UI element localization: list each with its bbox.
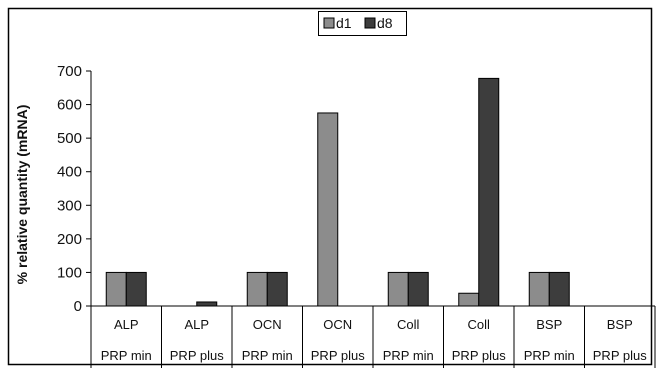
category-label-condition: PRP plus <box>311 348 365 363</box>
bar-d1 <box>528 271 550 307</box>
chart-frame <box>7 7 653 366</box>
bar-d8 <box>266 271 288 307</box>
y-tick-label: 500 <box>57 130 82 147</box>
category-label-condition: PRP min <box>383 348 434 363</box>
legend-label-d1: d1 <box>336 15 352 31</box>
category-label-gene: Coll <box>397 317 420 332</box>
bar-d1 <box>246 271 268 307</box>
category-label-condition: PRP min <box>524 348 575 363</box>
category-label-gene: BSP <box>607 317 633 332</box>
category-label-gene: BSP <box>536 317 562 332</box>
y-tick-label: 200 <box>57 231 82 248</box>
legend-swatch-d1 <box>323 17 335 29</box>
bar-d1 <box>458 292 480 307</box>
bar-d1 <box>317 112 339 307</box>
bar-d8 <box>407 271 429 307</box>
bar-d1 <box>387 271 409 307</box>
category-label-condition: PRP min <box>101 348 152 363</box>
y-tick-label: 0 <box>74 298 82 315</box>
y-tick-label: 100 <box>57 264 82 281</box>
bar-d8 <box>196 301 218 307</box>
category-label-gene: OCN <box>323 317 352 332</box>
category-label-gene: ALP <box>114 317 139 332</box>
y-tick-label: 300 <box>57 197 82 214</box>
bar-d1 <box>105 271 127 307</box>
bar-d8 <box>478 77 500 307</box>
y-tick-label: 400 <box>57 164 82 181</box>
bar-d8 <box>125 271 147 307</box>
category-label-gene: OCN <box>253 317 282 332</box>
category-label-gene: ALP <box>184 317 209 332</box>
y-tick-label: 600 <box>57 97 82 114</box>
category-label-condition: PRP plus <box>452 348 506 363</box>
y-axis-label: % relative quantity (mRNA) <box>14 105 30 285</box>
category-label-condition: PRP plus <box>170 348 224 363</box>
legend-swatch-d8 <box>364 17 376 29</box>
bar-d8 <box>548 271 570 307</box>
legend-label-d8: d8 <box>377 15 393 31</box>
category-label-condition: PRP plus <box>593 348 647 363</box>
category-label-gene: Coll <box>468 317 491 332</box>
category-label-condition: PRP min <box>242 348 293 363</box>
y-tick-label: 700 <box>57 63 82 80</box>
